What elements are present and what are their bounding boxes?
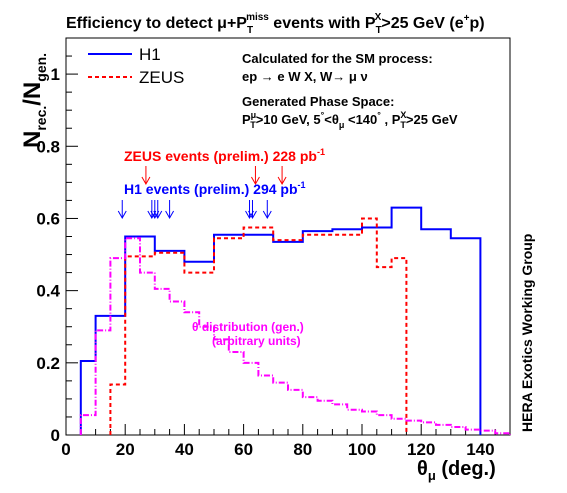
ps-c: <θ (324, 112, 339, 127)
y-tick-label: 0.8 (36, 137, 60, 156)
ps-d: <140 (344, 112, 377, 127)
x-tick-label: 80 (293, 440, 312, 459)
title-sup3: + (464, 13, 470, 24)
chart-title: Efficiency to detect μ+PTmiss events wit… (66, 12, 485, 36)
ps-deg2: ° (377, 110, 381, 120)
title-sup2: X (375, 12, 382, 23)
zeus-events-sup: -1 (317, 147, 325, 157)
title-sup1: miss (246, 12, 269, 23)
series--distribution-gen--line (79, 237, 511, 435)
group-label: HERA Exotics Working Group (519, 234, 535, 432)
y-tick-label: 0.6 (36, 209, 60, 228)
title-part-mid: events with P (269, 15, 376, 32)
ps-sup-x: X (400, 110, 406, 120)
zeus-event-arrow (277, 166, 287, 186)
sm-process-line1: Calculated for the SM process: (242, 51, 433, 66)
h1-event-arrow (248, 200, 257, 220)
phase-space-line2: Pμ T>10 GeV, 5°<θμ <140° , PX T>25 GeV (242, 110, 458, 130)
xlabel-main: θ (417, 458, 428, 480)
x-axis-label: θμ (deg.) (417, 458, 496, 483)
ps-f: >25 GeV (406, 112, 458, 127)
series-layer (79, 206, 511, 435)
sm-process-line2: ep → e W X, W→ μ ν (242, 69, 368, 84)
y-tick-label: 0.4 (36, 282, 60, 301)
title-sub2: T (376, 25, 382, 36)
ps-deg: ° (321, 110, 325, 120)
title-part-end: >25 GeV (e (381, 15, 463, 32)
ylabel-sub2: gen. (33, 53, 49, 82)
title-part-tail: p) (469, 15, 484, 32)
zeus-event-arrow (141, 166, 151, 186)
x-tick-label: 40 (175, 440, 194, 459)
h1-event-arrow (165, 200, 175, 220)
series-h1-line (79, 206, 482, 435)
x-tick-label: 120 (407, 440, 435, 459)
y-tick-label: 0.2 (36, 354, 60, 373)
axis-ticks: 0 20 40 60 80 100 120 140 0 0.2 0.4 0.6 0.8 1 (36, 37, 511, 459)
zeus-event-arrow (251, 166, 260, 186)
h1-events-sup: -1 (298, 180, 306, 190)
zeus-events-text: ZEUS events (prelim.) 228 pb (124, 148, 317, 164)
x-tick-label: 0 (61, 440, 70, 459)
ps-e: , P (381, 112, 401, 127)
h1-events-text: H1 events (prelim.) 294 pb (124, 181, 298, 197)
title-part-main: Efficiency to detect μ+P (66, 15, 247, 32)
y-tick-label: 1 (51, 65, 60, 84)
phase-space-line1: Generated Phase Space: (242, 94, 394, 109)
theta-dist-label-1: θ distribution (gen.) (192, 320, 304, 334)
xlabel-sub: μ (428, 468, 436, 483)
h1-event-arrow (262, 200, 272, 220)
x-tick-label: 140 (466, 440, 494, 459)
legend-h1-label: H1 (139, 45, 161, 64)
event-arrows (117, 166, 287, 220)
ylabel-slash: /N (19, 82, 46, 106)
ylabel-n1: N (19, 131, 46, 148)
ps-sub-t: T (250, 120, 256, 130)
x-tick-label: 100 (348, 440, 376, 459)
ps-sup-mu: μ (251, 110, 257, 120)
theta-dist-label-2: (arbitrary units) (212, 334, 301, 348)
zeus-events-label: ZEUS events (prelim.) 228 pb-1 (124, 147, 325, 164)
title-sub1: T (247, 25, 253, 36)
x-tick-label: 60 (234, 440, 253, 459)
ps-b: >10 GeV, 5 (256, 112, 321, 127)
x-tick-label: 20 (116, 440, 135, 459)
ps-p: P (242, 112, 251, 127)
xlabel-tail: (deg.) (436, 458, 496, 480)
y-tick-label: 0 (51, 426, 60, 445)
ylabel-sub1: rec. (33, 106, 49, 131)
ps-sub-t2: T (400, 120, 406, 130)
h1-events-label: H1 events (prelim.) 294 pb-1 (124, 180, 306, 197)
legend: H1 ZEUS (88, 45, 184, 87)
y-axis-label: Nrec./Ngen. (19, 53, 49, 148)
h1-event-arrow (117, 200, 127, 220)
series-zeus-line (109, 217, 408, 435)
ps-sub-mu: μ (339, 120, 345, 130)
legend-zeus-label: ZEUS (139, 68, 184, 87)
h1-event-arrow (153, 200, 163, 220)
